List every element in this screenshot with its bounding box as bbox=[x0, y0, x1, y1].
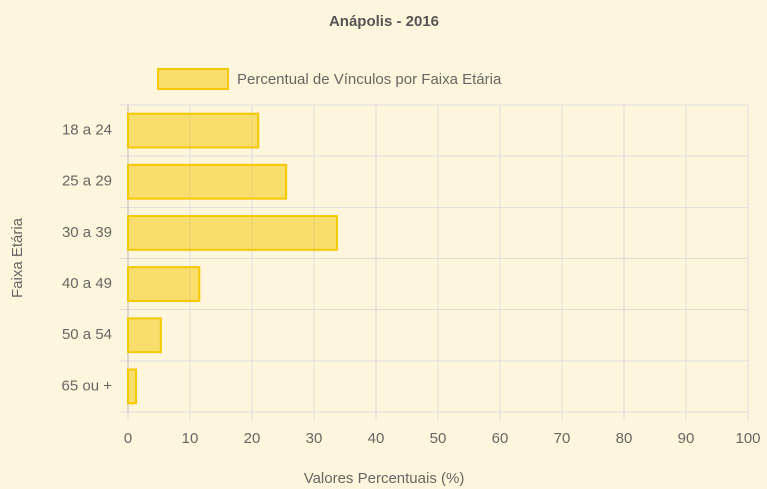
x-tick-label: 20 bbox=[244, 430, 261, 447]
x-tick-label: 0 bbox=[124, 430, 132, 447]
y-axis-title: Faixa Etária bbox=[9, 217, 26, 298]
y-tick-label: 50 a 54 bbox=[62, 326, 112, 343]
y-tick-label: 25 a 29 bbox=[62, 173, 112, 190]
x-tick-label: 100 bbox=[735, 430, 760, 447]
x-tick-label: 60 bbox=[492, 430, 509, 447]
x-tick-label: 90 bbox=[678, 430, 695, 447]
x-tick-label: 50 bbox=[430, 430, 447, 447]
chart-title: Anápolis - 2016 bbox=[329, 13, 439, 30]
legend-swatch bbox=[157, 68, 229, 90]
bar bbox=[127, 317, 162, 354]
y-tick-label: 18 a 24 bbox=[62, 122, 112, 139]
y-tick-label: 40 a 49 bbox=[62, 275, 112, 292]
bar bbox=[127, 368, 138, 405]
x-tick-label: 70 bbox=[554, 430, 571, 447]
x-tick-label: 30 bbox=[306, 430, 323, 447]
legend-label: Percentual de Vínculos por Faixa Etária bbox=[237, 71, 502, 88]
x-axis-title: Valores Percentuais (%) bbox=[304, 470, 465, 487]
bar bbox=[127, 266, 201, 302]
x-tick-label: 80 bbox=[616, 430, 633, 447]
bar bbox=[127, 215, 338, 251]
x-tick-label: 40 bbox=[368, 430, 385, 447]
bar bbox=[127, 163, 288, 200]
y-tick-label: 65 ou + bbox=[62, 377, 113, 394]
bar bbox=[127, 112, 260, 149]
x-tick-label: 10 bbox=[182, 430, 199, 447]
y-tick-label: 30 a 39 bbox=[62, 224, 112, 241]
